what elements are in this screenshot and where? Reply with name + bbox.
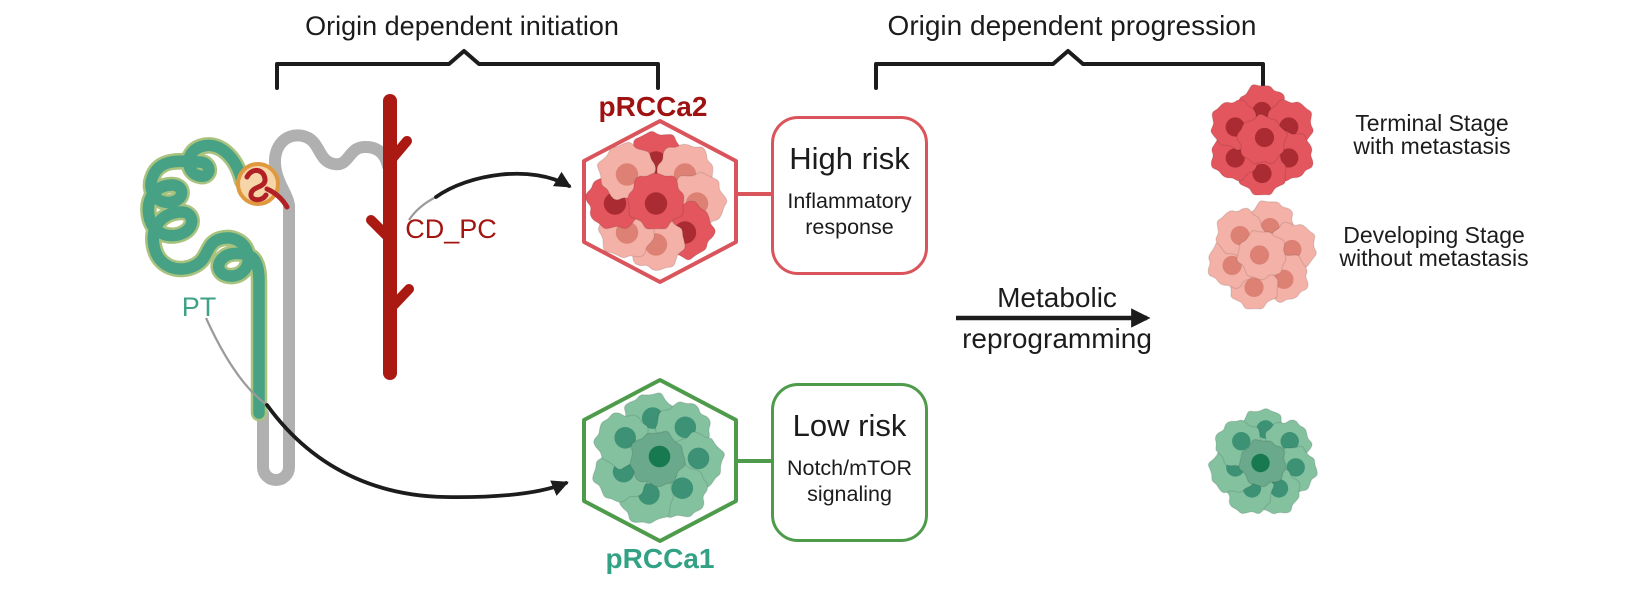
prcca1-cell-cluster-icon <box>592 392 726 525</box>
glomerulus-capillary-icon <box>244 168 290 210</box>
low-risk-box: Low risk Notch/mTOR signaling <box>771 383 928 542</box>
developing-stage-label: Developing Stage without metastasis <box>1339 224 1528 270</box>
high-risk-subtitle: Inflammatory response <box>787 189 912 239</box>
pt-to-prcca1-arrow-icon <box>265 403 569 500</box>
cell-clusters <box>585 84 1318 525</box>
pt-leader-line <box>204 317 268 406</box>
title-origin-dependent-initiation: Origin dependent initiation <box>305 11 619 41</box>
cd-leader-line <box>408 196 437 221</box>
high-risk-title: High risk <box>789 141 910 176</box>
terminal-stage-label: Terminal Stage with metastasis <box>1353 112 1510 158</box>
prcca2-label: pRCCa2 <box>598 91 708 122</box>
progression-bracket-icon <box>874 49 1265 90</box>
prcca1-label: pRCCa1 <box>605 543 715 574</box>
terminal-stage-line1: Terminal Stage <box>1355 110 1509 136</box>
developing-stage-line1: Developing Stage <box>1343 222 1525 248</box>
developing-stage-line2: without metastasis <box>1339 245 1529 271</box>
collecting-duct-branches-icon <box>366 136 414 312</box>
title-origin-dependent-progression: Origin dependent progression <box>887 10 1257 41</box>
initiation-bracket-icon <box>275 49 660 90</box>
developing-stage-cluster-icon <box>1207 200 1317 310</box>
cd-to-prcca2-arrow-icon <box>434 171 572 199</box>
terminal-stage-line2: with metastasis <box>1353 133 1511 159</box>
high-risk-box: High risk Inflammatory response <box>771 116 928 275</box>
cd-pc-label: CD_PC <box>405 214 497 244</box>
low-risk-title: Low risk <box>792 408 907 443</box>
reprogramming-label: reprogramming <box>962 323 1152 354</box>
distal-tubule-icon <box>257 129 394 486</box>
prcca2-cell-cluster-icon <box>585 130 728 272</box>
pt-label: PT <box>181 292 217 322</box>
metabolic-label: Metabolic <box>997 282 1117 313</box>
reprogrammed-green-cluster-icon <box>1207 408 1318 515</box>
proximal-tubule-icon <box>142 139 265 419</box>
low-risk-subtitle: Notch/mTOR signaling <box>786 456 913 506</box>
terminal-stage-cluster-icon <box>1210 84 1314 196</box>
